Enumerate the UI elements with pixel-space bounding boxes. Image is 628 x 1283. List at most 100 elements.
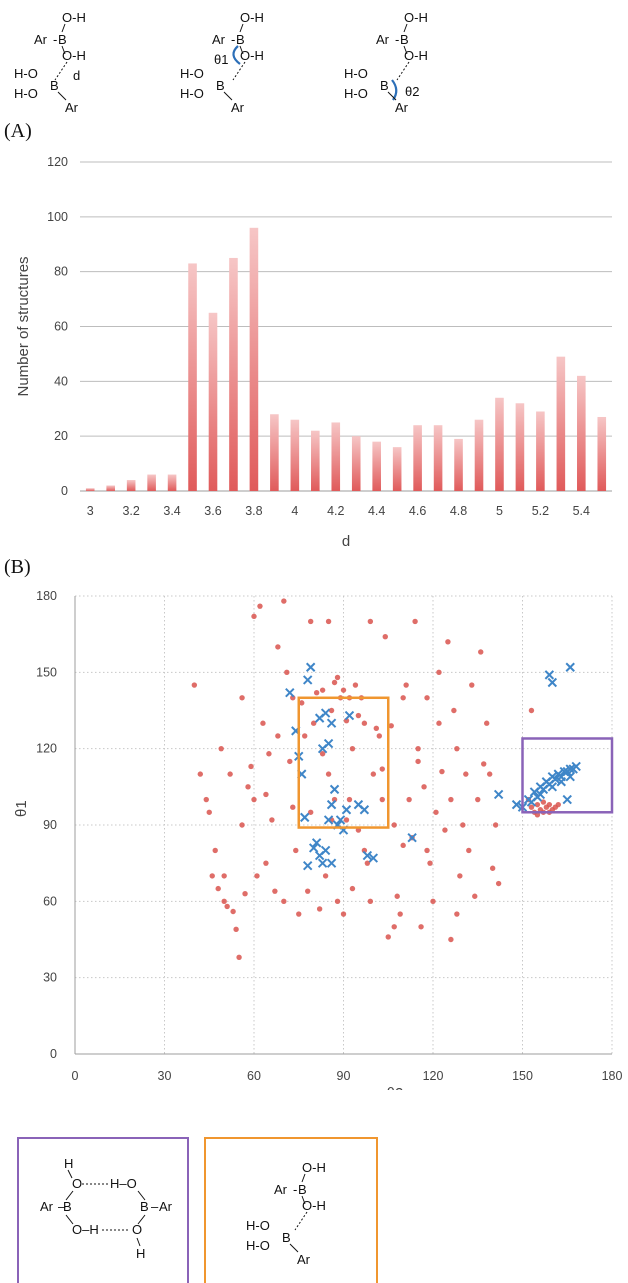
point-dot (343, 817, 350, 823)
point-dot (263, 791, 269, 798)
bar-4.9 (474, 419, 484, 491)
point-dot (472, 893, 478, 899)
x-tick-label: 60 (247, 1069, 261, 1083)
orange-region-box (297, 696, 390, 829)
point-dot (352, 682, 359, 688)
point-dot (290, 695, 296, 701)
point-dot (475, 796, 481, 803)
svg-text:O-H: O-H (302, 1198, 326, 1213)
y-tick-label: 60 (54, 320, 68, 334)
point-dot (418, 924, 424, 930)
bar-4.4 (372, 441, 381, 491)
x-tick-label: 0 (72, 1069, 79, 1083)
point-dot (248, 763, 254, 770)
point-dot (296, 911, 302, 917)
svg-text:H-O: H-O (246, 1238, 270, 1253)
y-tick-label: 90 (43, 818, 57, 832)
point-x (323, 815, 334, 825)
bar-3.9 (270, 414, 279, 491)
point-x (556, 777, 566, 787)
point-dot (415, 745, 421, 752)
svg-text:Ar: Ar (395, 100, 409, 115)
svg-text:H-O: H-O (180, 86, 204, 101)
point-dot (492, 822, 499, 828)
point-x (359, 805, 370, 815)
bar-4.0 (290, 419, 300, 491)
point-dot (540, 799, 547, 805)
bar-3.2 (126, 480, 136, 491)
structure-d: O-H Ar - B O-H d H-O H-O B Ar (14, 10, 86, 115)
x-tick-label: 4 (291, 504, 298, 518)
x-axis-title: θ2 (387, 1085, 404, 1090)
point-x (326, 858, 337, 868)
point-dot (269, 817, 275, 823)
point-dot (239, 695, 245, 701)
point-dot (436, 669, 442, 676)
point-dot (349, 885, 356, 892)
point-dot (206, 809, 212, 815)
point-dot (334, 674, 341, 681)
point-dot (397, 911, 403, 917)
y-tick-label: 120 (47, 155, 68, 169)
structure-theta1: O-H Ar - B θ1 O-H H-O H-O B Ar (180, 10, 264, 115)
struct3-theta2-label: θ2 (405, 84, 419, 99)
point-dot (275, 733, 281, 739)
point-dot (367, 618, 374, 625)
bar-3.6 (208, 312, 218, 491)
point-dot (221, 898, 227, 905)
struct1-ar: Ar (34, 32, 48, 47)
point-dot (376, 733, 382, 739)
panel-label-b: (B) (4, 556, 31, 578)
point-dot (528, 707, 535, 714)
svg-text:B: B (298, 1182, 307, 1197)
point-dot (466, 847, 472, 854)
point-x (326, 799, 337, 810)
point-dot (457, 873, 463, 879)
bar-4.7 (433, 425, 443, 491)
point-dot (287, 758, 293, 765)
bar-chart: 0 20 40 60 80 100 120 3 3.2 3.4 3.6 3.8 4 4.2 4.4 4.6 4.… (15, 155, 612, 550)
svg-text:H–O: H–O (110, 1176, 137, 1191)
point-dot (415, 758, 421, 765)
point-x (311, 838, 322, 848)
point-dot (251, 796, 257, 803)
point-dot (436, 720, 442, 726)
svg-text:O–H: O–H (72, 1222, 99, 1237)
bar-4.3 (351, 436, 361, 491)
point-dot (400, 695, 406, 701)
point-x (335, 815, 346, 825)
bar-5.2 (536, 411, 545, 491)
point-dot (254, 873, 260, 879)
bar-3.3 (147, 474, 156, 491)
point-dot (239, 822, 245, 828)
point-dot (272, 888, 278, 894)
bar-3.4 (167, 474, 177, 491)
point-dot (236, 954, 242, 961)
svg-text:-: - (395, 32, 399, 47)
point-dot (463, 771, 469, 777)
struct1-d-label: d (73, 68, 80, 83)
svg-text:O-H: O-H (404, 48, 428, 63)
bar-3.1 (106, 485, 115, 491)
point-dot (433, 809, 439, 815)
y-tick-label: 180 (36, 589, 57, 603)
point-dot (546, 801, 553, 808)
point-dot (203, 796, 209, 803)
point-dot (275, 644, 281, 650)
svg-text:H-O: H-O (180, 66, 204, 81)
x-tick-label: 4.8 (450, 504, 467, 518)
svg-text:Ar: Ar (376, 32, 390, 47)
y-tick-label: 120 (36, 742, 57, 756)
point-dot (284, 669, 290, 676)
bar-4.2 (331, 422, 341, 491)
svg-text:O-H: O-H (404, 10, 428, 25)
svg-text:Ar: Ar (297, 1252, 311, 1267)
point-dot (281, 898, 287, 905)
point-x (305, 662, 316, 672)
struct1-oh-top: O-H (62, 10, 86, 25)
point-dot (212, 847, 218, 854)
bar-3.7 (229, 257, 238, 491)
point-dot (197, 771, 203, 777)
point-dot (346, 796, 353, 803)
stacked-structure: O-H Ar - B O-H H-O H-O B Ar (246, 1160, 326, 1267)
